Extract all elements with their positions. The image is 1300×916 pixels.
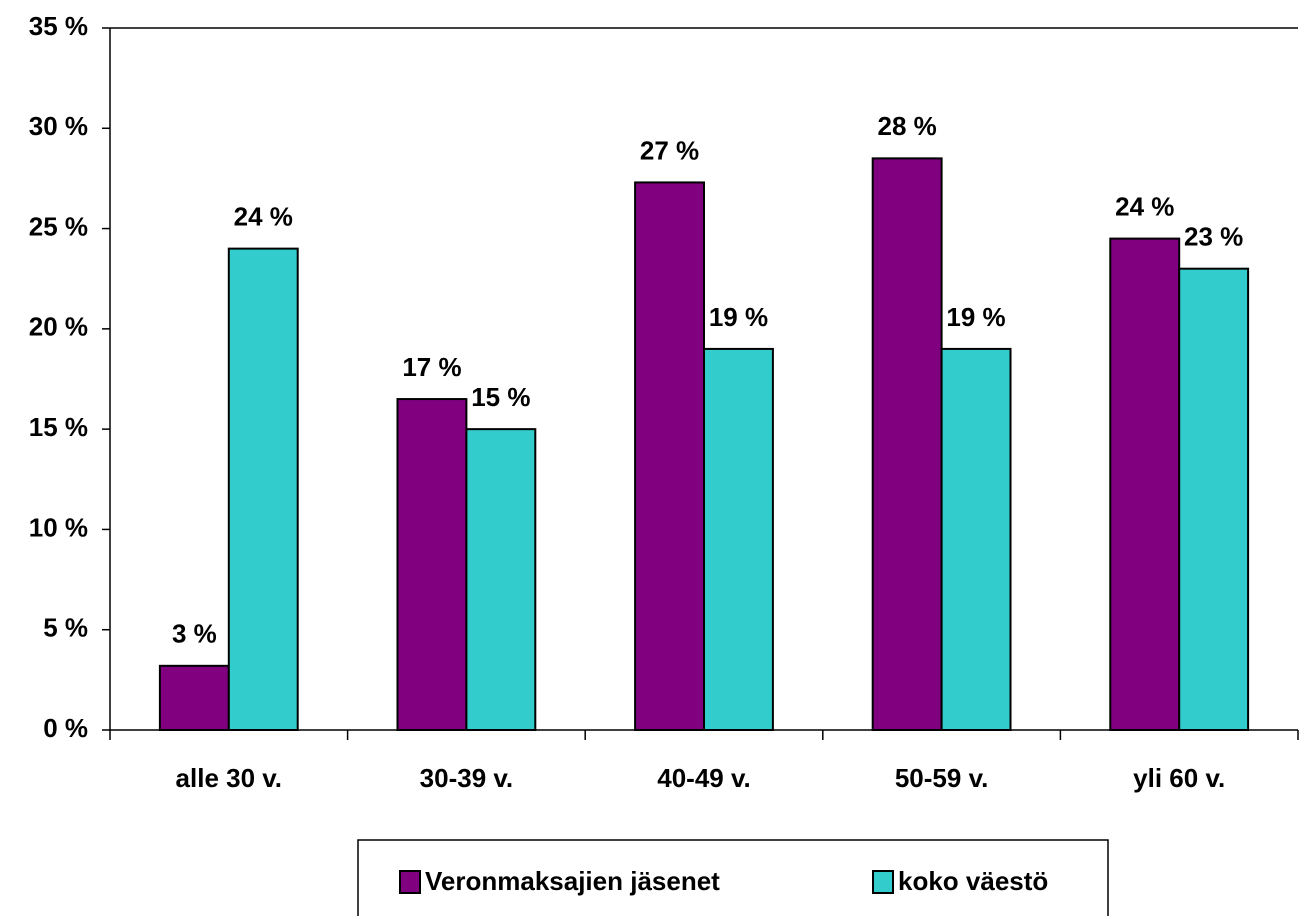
legend-swatch [399, 870, 421, 894]
value-label: 15 % [471, 382, 530, 412]
y-tick-label: 0 % [43, 713, 88, 743]
x-tick-label: 30-39 v. [420, 763, 513, 793]
y-tick-label: 15 % [29, 412, 88, 442]
value-label: 23 % [1184, 222, 1243, 252]
value-label: 24 % [234, 202, 293, 232]
bar [396, 398, 468, 731]
value-label: 17 % [402, 352, 461, 382]
legend-box [357, 839, 1109, 916]
y-tick-label: 10 % [29, 512, 88, 542]
x-tick-label: 40-49 v. [657, 763, 750, 793]
bar [465, 428, 537, 731]
x-tick-label: yli 60 v. [1133, 763, 1225, 793]
y-tick-label: 20 % [29, 312, 88, 342]
legend-label: Veronmaksajien jäsenet [425, 866, 720, 896]
value-label: 19 % [946, 302, 1005, 332]
x-tick-label: 50-59 v. [895, 763, 988, 793]
bar [634, 181, 706, 731]
y-tick-label: 30 % [29, 111, 88, 141]
x-tick-label: alle 30 v. [176, 763, 283, 793]
value-label: 28 % [878, 111, 937, 141]
bar [1178, 267, 1250, 731]
legend-swatch [872, 870, 894, 894]
y-tick-label: 35 % [29, 11, 88, 41]
legend-label: koko väestö [898, 866, 1048, 896]
value-label: 24 % [1115, 191, 1174, 221]
bar [158, 664, 230, 731]
value-label: 19 % [709, 302, 768, 332]
value-label: 27 % [640, 135, 699, 165]
bar [940, 347, 1012, 731]
y-tick-label: 5 % [43, 613, 88, 643]
y-tick-label: 25 % [29, 211, 88, 241]
value-label: 3 % [172, 619, 217, 649]
bar [871, 157, 943, 732]
bar [1109, 237, 1181, 731]
bar [227, 247, 299, 731]
bar [703, 347, 774, 731]
